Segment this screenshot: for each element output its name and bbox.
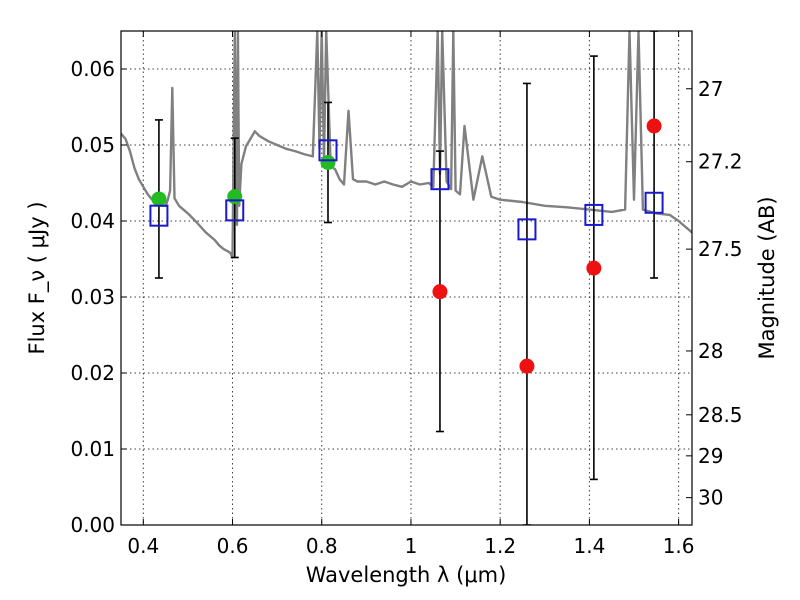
x-tick-label: 0.8 (306, 534, 338, 558)
grid-lines (121, 31, 692, 525)
right-tick-label: 27.2 (698, 150, 743, 174)
right-tick-label: 30 (698, 486, 723, 510)
marker-layer (149, 118, 664, 374)
detection-point (227, 189, 243, 205)
model-photometry-square (584, 203, 604, 226)
error-bar (650, 31, 659, 279)
y-tick-label: 0.01 (70, 437, 115, 461)
plot-frame (120, 30, 693, 526)
model-photometry-square (225, 199, 245, 222)
spectrum-line (121, 31, 692, 259)
x-tick-label: 1.2 (484, 534, 516, 558)
low-sn-point (586, 260, 602, 276)
x-tick-label: 0.4 (127, 534, 159, 558)
y-tick-label: 0.06 (70, 57, 115, 81)
right-tick-label: 28.5 (698, 403, 743, 427)
right-axis-ticks: 27 27.2 27.5 28 28.5 29 30 (686, 77, 743, 510)
right-tick-label: 28 (698, 339, 723, 363)
right-tick-label: 27.5 (698, 237, 743, 261)
y-tick-label: 0.00 (70, 513, 115, 537)
model-photometry-square (430, 168, 450, 191)
model-photometry-square (149, 204, 169, 227)
x-tick-label: 1.4 (573, 534, 605, 558)
x-tick-label: 1 (405, 534, 418, 558)
x-axis-label: Wavelength λ (μm) (306, 563, 507, 587)
errorbar-layer (154, 31, 659, 525)
right-axis-label: Magnitude (AB) (755, 196, 779, 359)
detection-point (320, 154, 336, 170)
y-tick-label: 0.05 (70, 133, 115, 157)
low-sn-point (519, 358, 535, 374)
y-axis-label: Flux F_ν ( μJy ) (25, 201, 50, 354)
y-tick-label: 0.03 (70, 285, 115, 309)
low-sn-point (432, 284, 448, 300)
model-photometry-square (644, 191, 664, 214)
model-photometry-square (517, 218, 537, 241)
x-tick-label: 0.6 (217, 534, 249, 558)
y-axis-ticks: 0.00 0.01 0.02 0.03 0.04 0.05 0.06 (70, 57, 127, 537)
x-tick-label: 1.6 (663, 534, 695, 558)
x-axis-ticks: 0.4 0.6 0.8 1 1.2 1.4 1.6 (127, 31, 695, 558)
right-tick-label: 27 (698, 77, 723, 101)
spectrum-layer (121, 31, 692, 259)
right-tick-label: 29 (698, 444, 723, 468)
low-sn-point (646, 118, 662, 134)
detection-point (151, 191, 167, 207)
y-tick-label: 0.02 (70, 361, 115, 385)
error-bar (522, 82, 531, 525)
y-tick-label: 0.04 (70, 209, 115, 233)
model-photometry-square (318, 139, 338, 162)
